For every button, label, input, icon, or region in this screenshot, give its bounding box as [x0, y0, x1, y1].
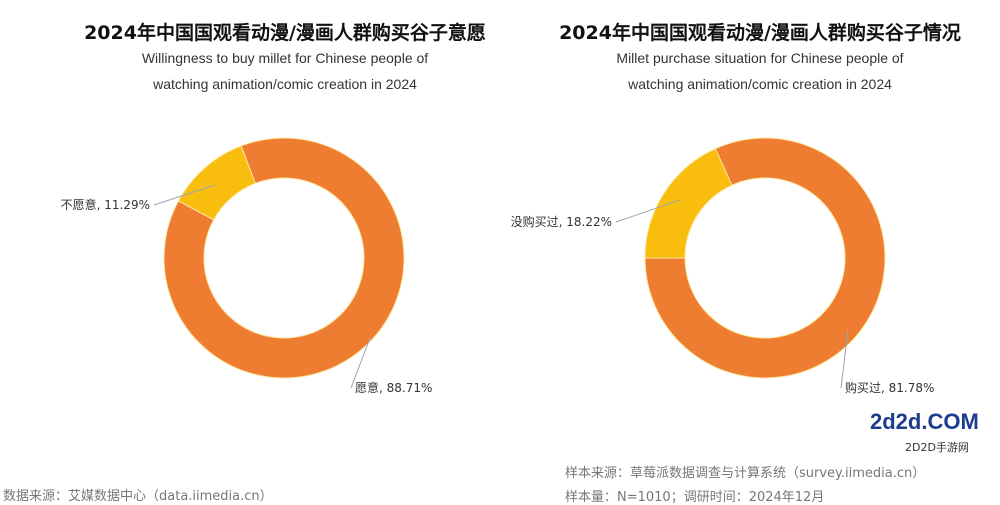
donut-slice-没购买过 — [644, 148, 733, 259]
watermark-logo: 2d2d.COM — [870, 410, 979, 434]
label-leader-line — [153, 184, 216, 206]
data-source-left: 数据来源：艾媒数据中心（data.iimedia.cn） — [3, 489, 273, 504]
label-leader-line — [615, 199, 681, 223]
subtitle-line: Willingness to buy millet for Chinese pe… — [141, 50, 429, 66]
slice-label: 愿意, 88.71% — [355, 380, 432, 395]
subtitle-line: Millet purchase situation for Chinese pe… — [616, 50, 904, 66]
chart-title-left: 2024年中国国观看动漫/漫画人群购买谷子意愿 — [84, 22, 486, 44]
label-leader-line — [840, 329, 849, 389]
donut-slice-购买过 — [644, 137, 886, 379]
slice-label: 购买过, 81.78% — [845, 380, 934, 395]
subtitle-line: watching animation/comic creation in 202… — [628, 76, 892, 92]
sample-source: 样本来源：草莓派数据调查与计算系统（survey.iimedia.cn） — [565, 466, 926, 481]
chart-title-right: 2024年中国国观看动漫/漫画人群购买谷子情况 — [559, 22, 961, 44]
slice-label: 不愿意, 11.29% — [61, 197, 150, 212]
watermark-text: 2d2d.COM — [870, 409, 979, 434]
chart-subtitle-left: Willingness to buy millet for Chinese pe… — [45, 45, 525, 97]
watermark-top: 2D2D手游网 — [905, 441, 969, 454]
subtitle-line: watching animation/comic creation in 202… — [153, 76, 417, 92]
donut-slice-愿意 — [163, 137, 405, 379]
slice-label: 没购买过, 18.22% — [511, 214, 612, 229]
chart-subtitle-right: Millet purchase situation for Chinese pe… — [520, 45, 1000, 97]
sample-size: 样本量：N=1010；调研时间：2024年12月 — [565, 490, 825, 505]
label-leader-line — [350, 337, 371, 389]
